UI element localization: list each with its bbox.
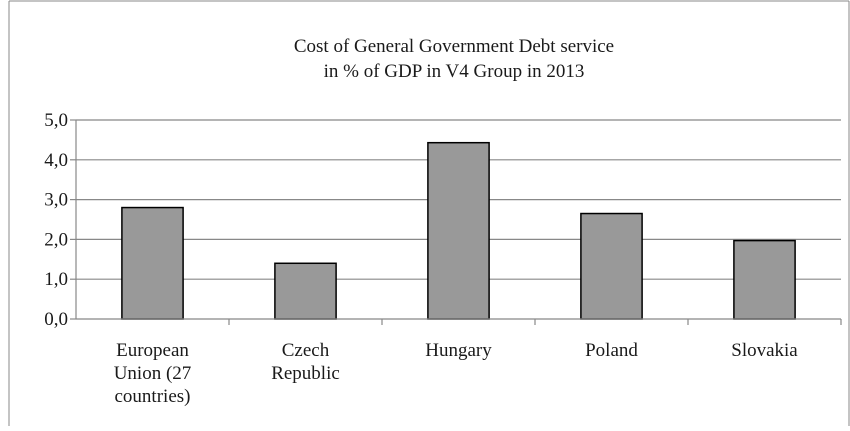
y-tick-label: 4,0 [44,150,68,171]
y-tick-label: 1,0 [44,269,68,290]
y-axis-tick-labels: 0,0 1,0 2,0 3,0 4,0 5,0 [44,110,68,330]
bar [274,262,337,320]
y-tick-label: 3,0 [44,190,68,211]
x-category-label: Hungary [425,340,492,361]
bars [121,141,796,320]
y-tick-label: 2,0 [44,229,68,250]
x-category-label: Czech Republic [271,340,340,384]
x-category-label-line: Czech [282,340,330,361]
x-category-label-line: European [116,340,189,361]
y-tick-label: 5,0 [44,110,68,131]
x-category-label-line: countries) [115,386,191,407]
x-category-label: European Union (27 countries) [114,340,192,407]
bar [427,141,490,320]
bar [121,206,184,320]
x-category-label-line: Hungary [425,340,492,361]
x-category-label-line: Republic [271,363,340,384]
bar [580,212,643,320]
chart-title-line-2: in % of GDP in V4 Group in 2013 [324,61,585,82]
x-axis-category-labels: European Union (27 countries) Czech Republic… [114,340,799,407]
bar [733,239,796,320]
chart-title-line-1: Cost of General Government Debt service [294,36,614,57]
y-tick-label: 0,0 [44,309,68,330]
x-category-label: Slovakia [731,340,798,361]
x-category-label: Poland [585,340,638,361]
x-category-label-line: Poland [585,340,638,361]
axes [70,119,842,325]
chart-title: Cost of General Government Debt service … [294,36,614,82]
x-category-label-line: Slovakia [731,340,798,361]
x-category-label-line: Union (27 [114,363,192,384]
